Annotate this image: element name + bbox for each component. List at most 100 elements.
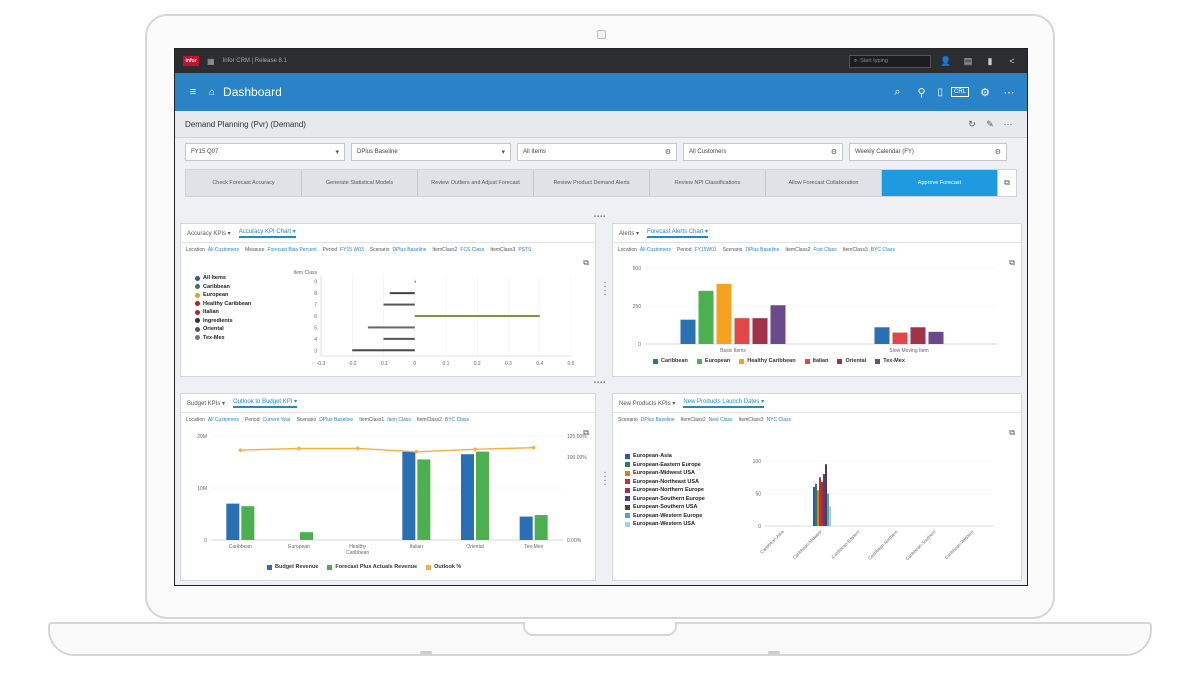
legend-item[interactable]: European-Southern USA: [625, 503, 705, 512]
tab-outlook-budget-kpi[interactable]: Outlook to Budget KPI ▾: [233, 398, 298, 408]
resize-grip[interactable]: ▪▪▪▪: [604, 280, 606, 298]
tab-new-products-launch-dates[interactable]: New Products Launch Dates ▾: [683, 398, 765, 408]
legend-item[interactable]: European-Asia: [625, 452, 705, 461]
legend-item[interactable]: European-Southern Europe: [625, 495, 705, 504]
legend-item[interactable]: Italian: [195, 308, 251, 317]
legend-item[interactable]: Budget Revenue: [267, 564, 318, 570]
copy-icon[interactable]: ⧉: [1009, 428, 1015, 437]
step-review-outliers[interactable]: Review Outliers and Adjust Forecast: [418, 170, 534, 196]
legend-item[interactable]: Forecast Plus Actuals Revenue: [327, 564, 417, 570]
y-tick-label: 500: [633, 266, 642, 272]
filter-value[interactable]: Fcst Class: [813, 247, 837, 253]
legend-item[interactable]: European-Western USA: [625, 520, 705, 529]
filter-value[interactable]: BYC Class: [444, 417, 470, 423]
legend-item[interactable]: Outlook %: [426, 564, 461, 570]
filter-value[interactable]: New Class: [708, 417, 733, 423]
resize-grip[interactable]: ▪▪▪▪: [593, 214, 607, 220]
legend-item[interactable]: European: [195, 291, 251, 300]
refresh-icon[interactable]: ↻: [968, 118, 976, 129]
legend-item[interactable]: European-Eastern Europe: [625, 461, 705, 470]
filter-value[interactable]: DPlus Baseline: [319, 417, 354, 423]
filter-value[interactable]: BYC Class: [870, 247, 895, 253]
copy-icon[interactable]: ⧉: [998, 170, 1016, 196]
filter-value[interactable]: PSTS: [518, 247, 532, 253]
legend-item[interactable]: European: [696, 358, 730, 364]
copy-icon[interactable]: ⧉: [583, 428, 589, 437]
scenario-filter[interactable]: DPlus Baseline ▾: [351, 143, 511, 161]
legend-item[interactable]: European-Northern Europe: [625, 486, 705, 495]
legend-item[interactable]: Caribbean: [195, 283, 251, 292]
step-review-demand-alerts[interactable]: Review Product Demand Alerts: [534, 170, 650, 196]
legend-label: European: [203, 292, 229, 299]
more-icon[interactable]: ⋯: [1003, 118, 1013, 129]
filter-value[interactable]: DPlus Baseline: [392, 247, 427, 253]
filter-value[interactable]: All Customers: [207, 417, 240, 423]
filter-value[interactable]: FCS Class: [460, 247, 485, 253]
legend-item[interactable]: Oriental: [837, 358, 866, 364]
user-icon[interactable]: 👤: [940, 55, 952, 66]
bookmark-icon[interactable]: ▮: [987, 55, 993, 66]
tab-new-products-kpis[interactable]: New Products KPIs ▾: [619, 400, 676, 407]
legend-item[interactable]: European-Western Europe: [625, 512, 705, 521]
global-search[interactable]: ⌕ Start typing: [849, 54, 931, 68]
step-check-forecast-accuracy[interactable]: Check Forecast Accuracy: [186, 170, 302, 196]
filter-value[interactable]: Forecast Bias Percent: [267, 247, 317, 253]
more-icon[interactable]: ⋯: [1003, 86, 1015, 99]
home-icon[interactable]: ⌂: [209, 86, 216, 98]
step-generate-statistical-models[interactable]: Generate Statistical Models: [302, 170, 418, 196]
period-filter[interactable]: FY15 Q07 ▾: [185, 143, 345, 161]
search-icon[interactable]: ⌕: [894, 85, 901, 98]
items-filter[interactable]: All Items ⚙: [517, 143, 677, 161]
document-icon[interactable]: ▯: [937, 86, 943, 98]
legend-item[interactable]: European-Midwest USA: [625, 469, 705, 478]
role-badge[interactable]: CRL: [950, 87, 969, 97]
filter-value[interactable]: NYC Class: [766, 417, 792, 423]
resize-grip[interactable]: ▪▪▪▪: [604, 470, 606, 488]
bar: [823, 474, 825, 526]
legend-item[interactable]: Tex-Mex: [875, 358, 905, 364]
filter-value[interactable]: All Customers: [207, 247, 240, 253]
filter-value[interactable]: FY15 W03: [340, 247, 364, 253]
filter-value[interactable]: Item Class: [387, 417, 411, 423]
grid-menu-icon[interactable]: ▤: [963, 55, 973, 66]
edit-icon[interactable]: ✎: [986, 118, 994, 129]
legend-item[interactable]: Tex-Mex: [195, 334, 251, 343]
gear-icon[interactable]: ⚙: [980, 86, 990, 99]
legend-item[interactable]: Healthy Caribbean: [195, 300, 251, 309]
copy-icon[interactable]: ⧉: [1009, 258, 1015, 267]
tab-alerts[interactable]: Alerts ▾: [619, 230, 640, 237]
legend-item[interactable]: All Items: [195, 274, 251, 283]
copy-icon[interactable]: ⧉: [583, 258, 589, 267]
tab-forecast-alerts-chart[interactable]: Forecast Alerts Chart ▾: [647, 228, 709, 238]
legend-item[interactable]: European-Northeast USA: [625, 478, 705, 487]
filter-key: ItemClass2: [416, 417, 442, 423]
calendar-filter[interactable]: Weekly Calendar (FY) ⚙: [849, 143, 1007, 161]
filter-value[interactable]: FY15W01: [694, 247, 717, 253]
filter-value[interactable]: DPlus Baseline: [640, 417, 675, 423]
bar: [770, 305, 786, 344]
filter-value[interactable]: All Customers: [639, 247, 672, 253]
filter-value[interactable]: Current Year: [262, 417, 291, 423]
resize-grip[interactable]: ▪▪▪▪: [593, 380, 607, 386]
filter-icon[interactable]: ⚲: [917, 86, 926, 99]
x-tick-label: Caribbean-Asia: [759, 529, 785, 555]
legend-swatch: [739, 358, 745, 364]
step-allow-collaboration[interactable]: Allow Forecast Collaboration: [766, 170, 882, 196]
hamburger-menu-icon[interactable]: ≡: [189, 86, 197, 98]
y-tick-label: 9: [314, 280, 317, 286]
tab-accuracy-kpi-chart[interactable]: Accuracy KPI Chart ▾: [238, 228, 296, 238]
y-tick-label: 8: [314, 291, 317, 297]
step-approve-forecast[interactable]: Approve Forecast: [882, 170, 998, 196]
step-review-npi[interactable]: Review NPI Classifications: [650, 170, 766, 196]
legend-item[interactable]: Ingredients: [195, 317, 251, 326]
tab-budget-kpis[interactable]: Budget KPIs ▾: [187, 400, 226, 407]
legend-item[interactable]: Caribbean: [653, 358, 688, 364]
legend-item[interactable]: Healthy Caribbean: [739, 358, 796, 364]
filter-value[interactable]: DPlus Baseline: [745, 247, 780, 253]
grid-icon[interactable]: ▦: [207, 56, 215, 66]
customers-filter[interactable]: All Customers ⚙: [683, 143, 843, 161]
legend-item[interactable]: Italian: [804, 358, 828, 364]
legend-item[interactable]: Oriental: [195, 325, 251, 334]
share-icon[interactable]: <: [1009, 56, 1015, 66]
tab-accuracy-kpis[interactable]: Accuracy KPIs ▾: [187, 230, 231, 237]
